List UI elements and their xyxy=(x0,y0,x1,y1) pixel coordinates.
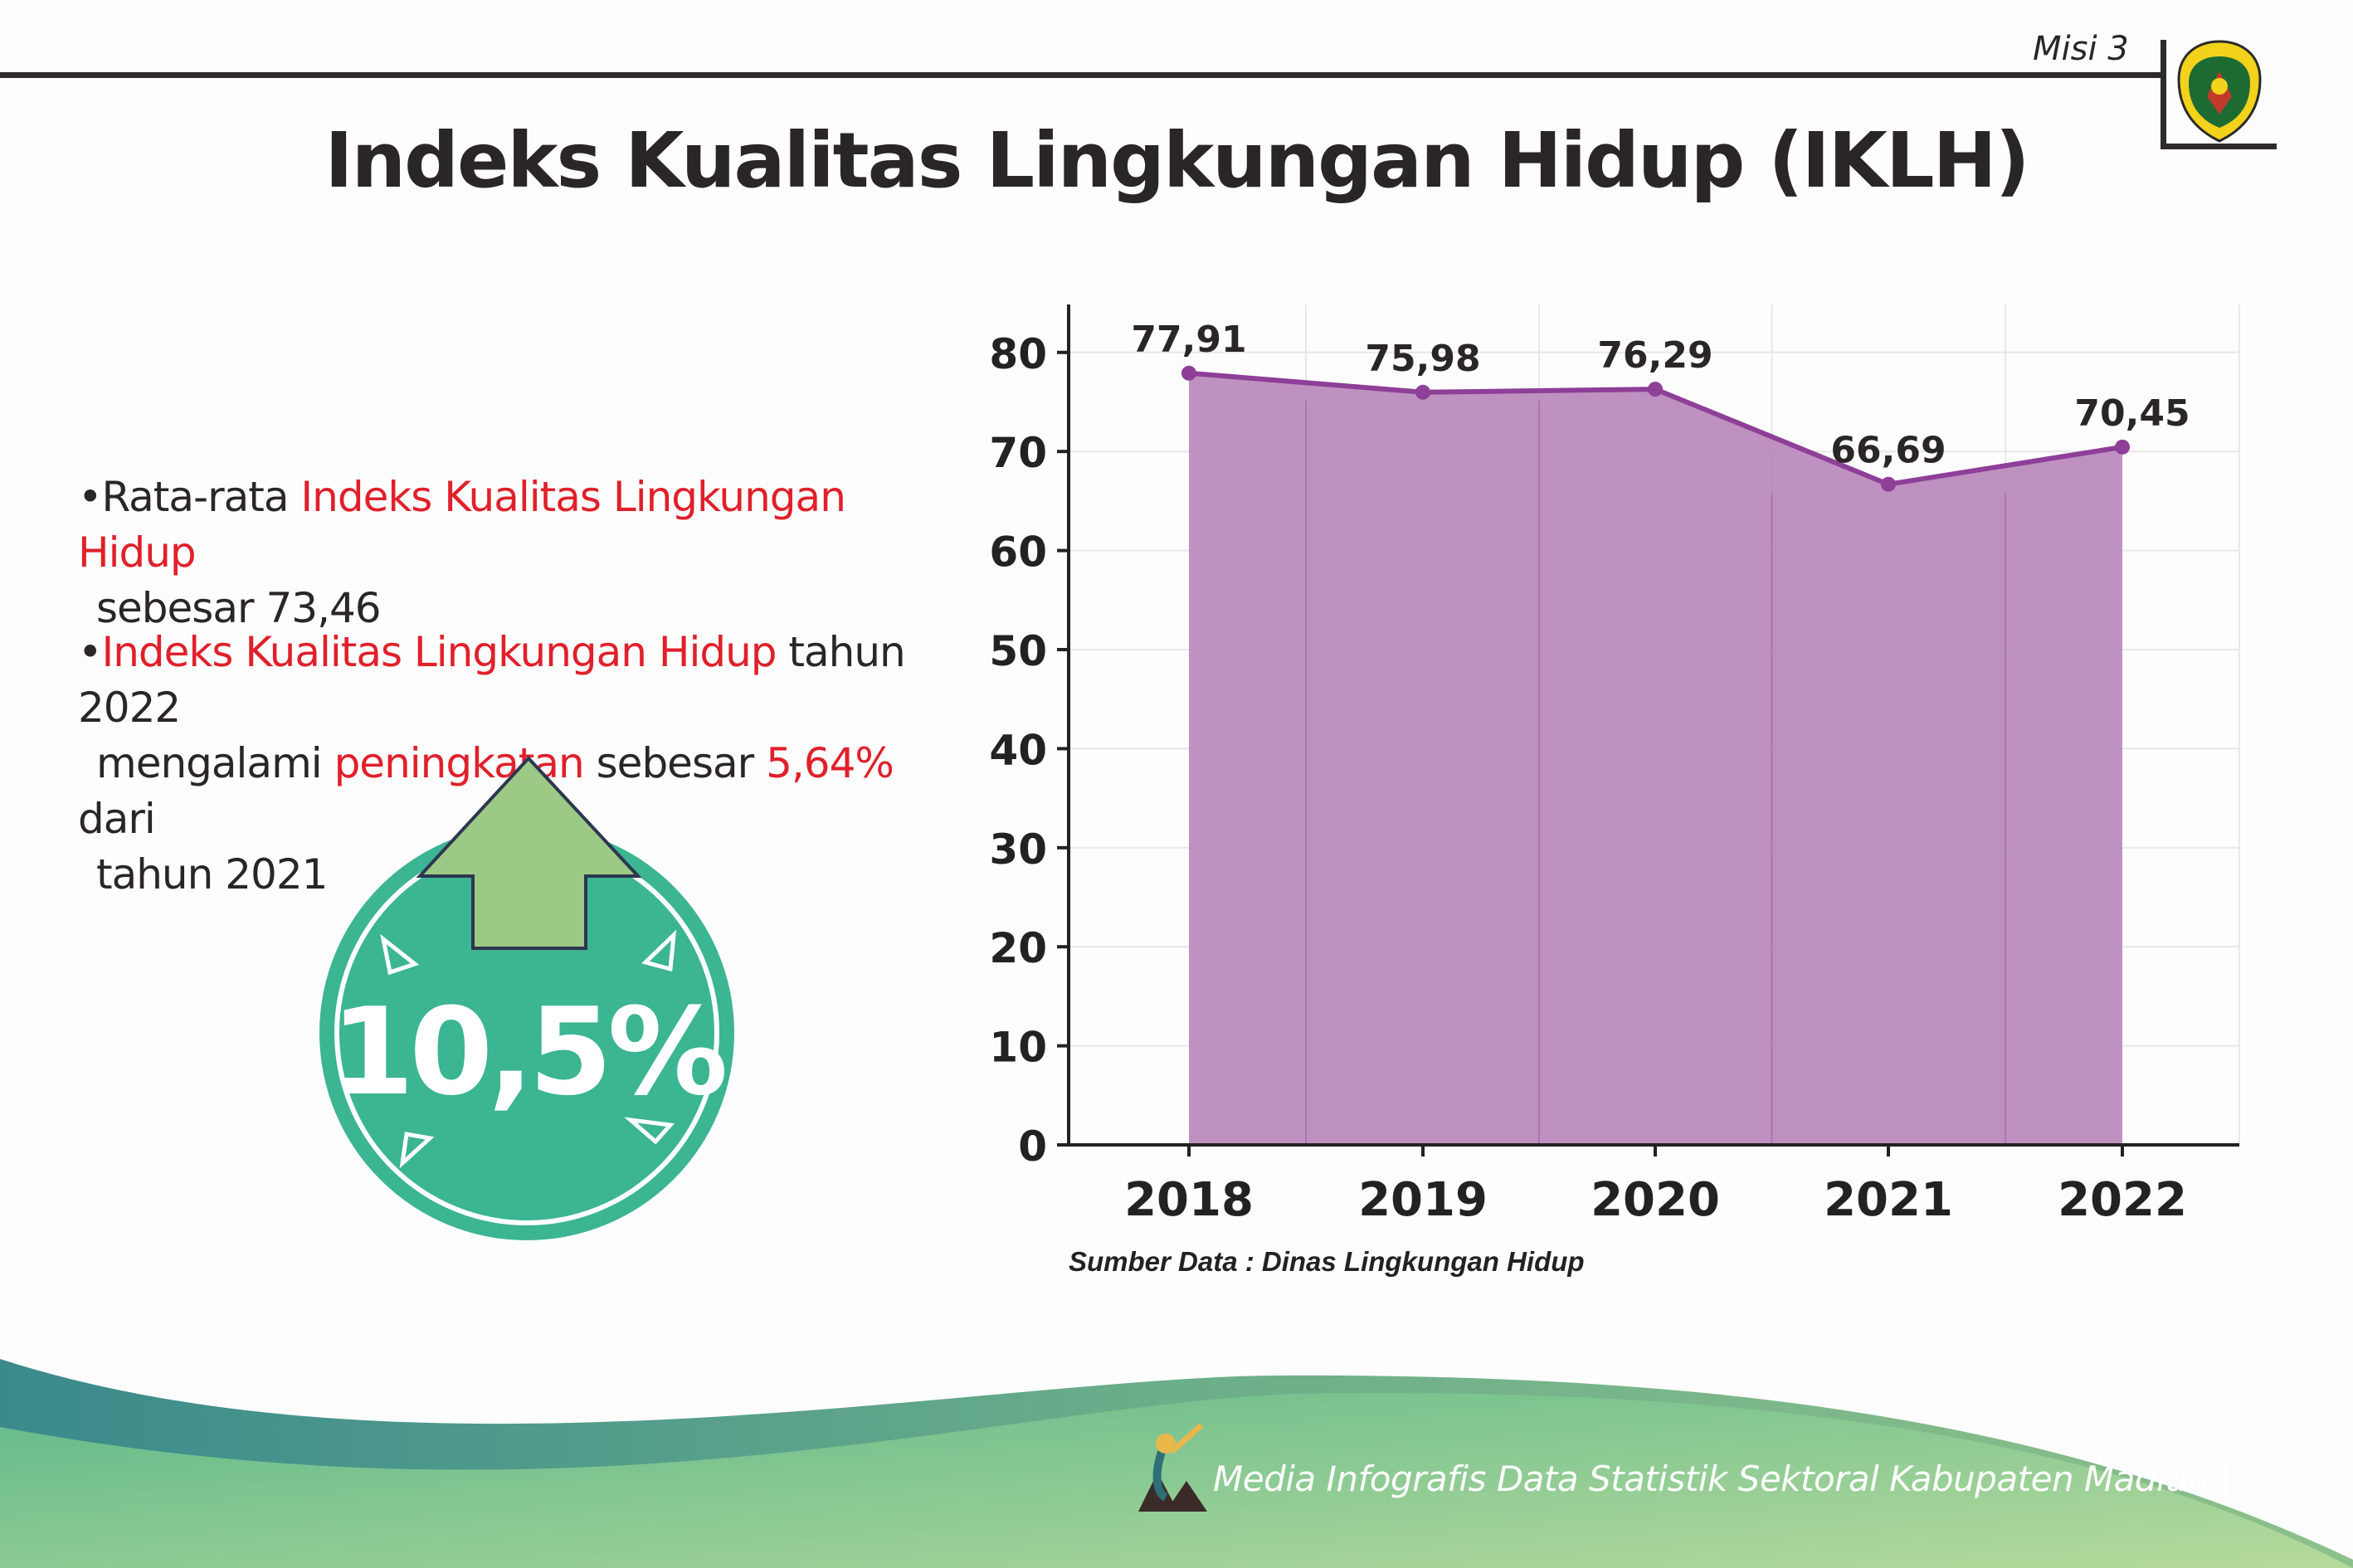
iklh-area-chart: 0 10 20 30 40 50 60 70 80 77,91 2018 75,98 2019 76,29… xyxy=(989,304,2240,1227)
text: tahun 2022 xyxy=(78,628,906,732)
x-tick-label: 2018 xyxy=(1124,1173,1254,1227)
mission-label: Misi 3 xyxy=(2033,30,2129,68)
data-label: 77,91 xyxy=(1131,319,1246,361)
kabupaten-madiun-logo xyxy=(2177,40,2262,143)
text: Rata-rata xyxy=(101,473,301,521)
y-tick-label: 50 xyxy=(989,627,1047,675)
y-tick-label: 0 xyxy=(1018,1122,1047,1171)
text: tahun 2021 xyxy=(96,850,328,898)
y-tick-label: 80 xyxy=(989,330,1047,378)
x-tick-label: 2022 xyxy=(2058,1173,2187,1227)
y-tick-label: 60 xyxy=(989,528,1047,577)
header-rule xyxy=(0,72,2161,78)
data-point xyxy=(1415,384,1430,400)
data-point xyxy=(1181,365,1196,381)
data-label: 76,29 xyxy=(1597,334,1712,377)
text: sebesar 73,46 xyxy=(96,584,382,632)
bullet-dot: • xyxy=(78,628,102,676)
source-note: Sumber Data : Dinas Lingkungan Hidup xyxy=(1069,1246,1585,1277)
footer-tagline: Media Infografis Data Statistik Sektoral… xyxy=(1213,1458,2231,1499)
sparkle-icons xyxy=(380,929,677,1169)
bullet-dot: • xyxy=(78,473,102,521)
data-point xyxy=(1881,476,1896,492)
statistics-mascot-icon xyxy=(1138,1423,1207,1512)
y-tick-label: 20 xyxy=(989,924,1047,972)
highlight-text: 5,64% xyxy=(766,739,894,787)
y-tick-label: 30 xyxy=(989,825,1047,874)
logo-bracket xyxy=(2161,40,2277,149)
data-point xyxy=(2115,439,2130,455)
area-fill xyxy=(1189,373,2122,1145)
y-tick-label: 40 xyxy=(989,726,1047,774)
text: dari xyxy=(78,795,156,843)
x-tick-label: 2020 xyxy=(1591,1173,1720,1227)
up-arrow-icon xyxy=(416,756,642,950)
x-tick-label: 2021 xyxy=(1824,1173,1953,1227)
data-label: 70,45 xyxy=(2074,392,2190,435)
text: mengalami xyxy=(96,739,334,787)
highlight-text: Indeks Kualitas Lingkungan Hidup xyxy=(78,473,846,577)
y-tick-label: 10 xyxy=(989,1024,1047,1072)
x-tick-label: 2019 xyxy=(1358,1173,1488,1227)
highlight-text: Indeks Kualitas Lingkungan Hidup xyxy=(101,628,777,676)
bullet-average: •Rata-rata Indeks Kualitas Lingkungan Hi… xyxy=(78,470,941,636)
data-label: 75,98 xyxy=(1365,338,1480,380)
data-label: 66,69 xyxy=(1830,430,1946,472)
data-point xyxy=(1648,382,1663,397)
growth-badge: 10,5% xyxy=(319,756,734,1240)
badge-value: 10,5% xyxy=(330,982,724,1122)
footer-wave xyxy=(0,1359,2353,1568)
text: sebesar xyxy=(583,739,767,787)
page-title: Indeks Kualitas Lingkungan Hidup (IKLH) xyxy=(324,116,2029,205)
y-tick-label: 70 xyxy=(989,429,1047,477)
